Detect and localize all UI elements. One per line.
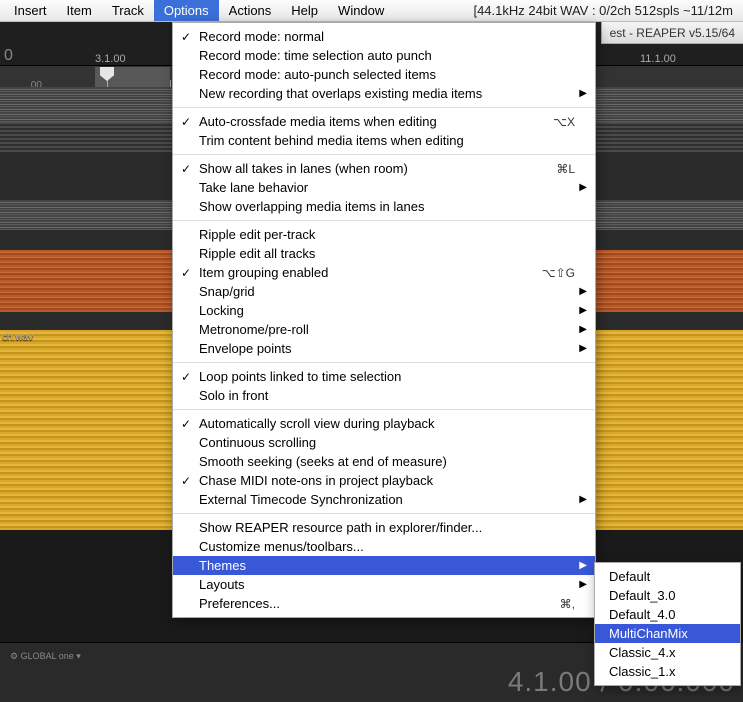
menu-item-layouts[interactable]: Layouts ▶ xyxy=(173,575,595,594)
submenu-arrow-icon: ▶ xyxy=(579,88,587,99)
menu-item-locking[interactable]: Locking ▶ xyxy=(173,301,595,320)
menu-item-label: Envelope points xyxy=(199,341,575,356)
menu-item-label: Metronome/pre-roll xyxy=(199,322,575,337)
menu-item-label: Take lane behavior xyxy=(199,180,575,195)
menu-item-preferences[interactable]: Preferences... ⌘, xyxy=(173,594,595,613)
menu-item-label: Customize menus/toolbars... xyxy=(199,539,575,554)
menu-item-solo-in-front[interactable]: Solo in front xyxy=(173,386,595,405)
menu-item-item-grouping-enabled[interactable]: ✓ Item grouping enabled ⌥⇧G xyxy=(173,263,595,282)
menubar: InsertItemTrackOptionsActionsHelpWindow [… xyxy=(0,0,743,22)
menu-item-show-all-takes-in-lanes-when-room[interactable]: ✓ Show all takes in lanes (when room) ⌘L xyxy=(173,159,595,178)
menu-item-label: Item grouping enabled xyxy=(199,265,530,280)
menu-item-record-mode-normal[interactable]: ✓ Record mode: normal xyxy=(173,27,595,46)
submenu-arrow-icon: ▶ xyxy=(579,182,587,193)
submenu-arrow-icon: ▶ xyxy=(579,324,587,335)
menu-help[interactable]: Help xyxy=(281,0,328,21)
check-icon: ✓ xyxy=(181,417,191,431)
options-menu-dropdown: ✓ Record mode: normal Record mode: time se… xyxy=(172,22,596,618)
menu-item-label: Record mode: normal xyxy=(199,29,575,44)
menu-item-continuous-scrolling[interactable]: Continuous scrolling xyxy=(173,433,595,452)
menu-accelerator: ⌘L xyxy=(556,162,575,176)
menu-insert[interactable]: Insert xyxy=(4,0,57,21)
menu-item-label: Continuous scrolling xyxy=(199,435,575,450)
ruler-label: 3.1.00 xyxy=(95,53,126,65)
menu-item-show-reaper-resource-path-in-explorer-finder[interactable]: Show REAPER resource path in explorer/fi… xyxy=(173,518,595,537)
menu-item-snap-grid[interactable]: Snap/grid ▶ xyxy=(173,282,595,301)
global-automation-label[interactable]: ⚙ GLOBAL one ▾ xyxy=(10,651,81,662)
check-icon: ✓ xyxy=(181,30,191,44)
menu-accelerator: ⌥⇧G xyxy=(542,266,575,280)
menu-track[interactable]: Track xyxy=(102,0,154,21)
menu-item-label: Ripple edit per-track xyxy=(199,227,575,242)
menu-item-label: Snap/grid xyxy=(199,284,575,299)
menu-item-ripple-edit-all-tracks[interactable]: Ripple edit all tracks xyxy=(173,244,595,263)
menu-item-label: Record mode: time selection auto punch xyxy=(199,48,575,63)
menu-item-label: Solo in front xyxy=(199,388,575,403)
check-icon: ✓ xyxy=(181,162,191,176)
menu-item-envelope-points[interactable]: Envelope points ▶ xyxy=(173,339,595,358)
menu-item-themes[interactable]: Themes ▶ xyxy=(173,556,595,575)
menu-item-record-mode-auto-punch-selected-items[interactable]: Record mode: auto-punch selected items xyxy=(173,65,595,84)
menu-item-label: Layouts xyxy=(199,577,575,592)
check-icon: ✓ xyxy=(181,115,191,129)
themes-submenu: DefaultDefault_3.0Default_4.0MultiChanMi… xyxy=(594,562,741,686)
menu-item-label: Record mode: auto-punch selected items xyxy=(199,67,575,82)
theme-option-classic-4-x[interactable]: Classic_4.x xyxy=(595,643,740,662)
menu-item-show-overlapping-media-items-in-lanes[interactable]: Show overlapping media items in lanes xyxy=(173,197,595,216)
submenu-arrow-icon: ▶ xyxy=(579,494,587,505)
menu-item-metronome-pre-roll[interactable]: Metronome/pre-roll ▶ xyxy=(173,320,595,339)
menu-item-label: Ripple edit all tracks xyxy=(199,246,575,261)
menu-item-label: Show overlapping media items in lanes xyxy=(199,199,575,214)
menu-item-label: Smooth seeking (seeks at end of measure) xyxy=(199,454,575,469)
theme-option-default-3-0[interactable]: Default_3.0 xyxy=(595,586,740,605)
menu-item-new-recording-that-overlaps-existing-media-items[interactable]: New recording that overlaps existing med… xyxy=(173,84,595,103)
menu-item-automatically-scroll-view-during-playback[interactable]: ✓ Automatically scroll view during playba… xyxy=(173,414,595,433)
menu-item-loop-points-linked-to-time-selection[interactable]: ✓ Loop points linked to time selection xyxy=(173,367,595,386)
menu-item[interactable]: Item xyxy=(57,0,102,21)
menu-accelerator: ⌘, xyxy=(560,597,575,611)
theme-option-default-4-0[interactable]: Default_4.0 xyxy=(595,605,740,624)
menu-window[interactable]: Window xyxy=(328,0,394,21)
theme-option-default[interactable]: Default xyxy=(595,567,740,586)
submenu-arrow-icon: ▶ xyxy=(579,343,587,354)
menu-item-customize-menus-toolbars[interactable]: Customize menus/toolbars... xyxy=(173,537,595,556)
menu-item-label: Preferences... xyxy=(199,596,548,611)
menu-item-chase-midi-note-ons-in-project-playback[interactable]: ✓ Chase MIDI note-ons in project playback xyxy=(173,471,595,490)
menu-item-label: Locking xyxy=(199,303,575,318)
theme-option-classic-1-x[interactable]: Classic_1.x xyxy=(595,662,740,681)
check-icon: ✓ xyxy=(181,370,191,384)
menu-item-label: Themes xyxy=(199,558,575,573)
menu-item-label: Auto-crossfade media items when editing xyxy=(199,114,541,129)
menu-item-auto-crossfade-media-items-when-editing[interactable]: ✓ Auto-crossfade media items when editing… xyxy=(173,112,595,131)
submenu-arrow-icon: ▶ xyxy=(579,560,587,571)
menu-item-record-mode-time-selection-auto-punch[interactable]: Record mode: time selection auto punch xyxy=(173,46,595,65)
menu-item-smooth-seeking-seeks-at-end-of-measure[interactable]: Smooth seeking (seeks at end of measure) xyxy=(173,452,595,471)
menu-accelerator: ⌥X xyxy=(553,115,575,129)
menu-item-label: Loop points linked to time selection xyxy=(199,369,575,384)
ruler-start-number: 0 xyxy=(4,47,13,65)
media-item-label: ch.wav xyxy=(2,332,33,343)
menu-item-label: Trim content behind media items when edi… xyxy=(199,133,575,148)
check-icon: ✓ xyxy=(181,266,191,280)
submenu-arrow-icon: ▶ xyxy=(579,305,587,316)
menu-item-label: New recording that overlaps existing med… xyxy=(199,86,575,101)
menu-item-label: Automatically scroll view during playbac… xyxy=(199,416,575,431)
menu-item-label: External Timecode Synchronization xyxy=(199,492,575,507)
menu-item-label: Show all takes in lanes (when room) xyxy=(199,161,544,176)
menu-item-ripple-edit-per-track[interactable]: Ripple edit per-track xyxy=(173,225,595,244)
check-icon: ✓ xyxy=(181,474,191,488)
menu-item-trim-content-behind-media-items-when-editing[interactable]: Trim content behind media items when edi… xyxy=(173,131,595,150)
theme-option-multichanmix[interactable]: MultiChanMix xyxy=(595,624,740,643)
menubar-status: [44.1kHz 24bit WAV : 0/2ch 512spls ~11/1… xyxy=(467,0,739,21)
menu-item-take-lane-behavior[interactable]: Take lane behavior ▶ xyxy=(173,178,595,197)
menu-item-label: Chase MIDI note-ons in project playback xyxy=(199,473,575,488)
menu-actions[interactable]: Actions xyxy=(219,0,282,21)
window-title-right: est - REAPER v5.15/64 xyxy=(601,22,743,44)
menu-item-external-timecode-synchronization[interactable]: External Timecode Synchronization ▶ xyxy=(173,490,595,509)
submenu-arrow-icon: ▶ xyxy=(579,579,587,590)
menu-options[interactable]: Options xyxy=(154,0,219,21)
menu-item-label: Show REAPER resource path in explorer/fi… xyxy=(199,520,575,535)
submenu-arrow-icon: ▶ xyxy=(579,286,587,297)
ruler-label: 11.1.00 xyxy=(640,53,676,65)
